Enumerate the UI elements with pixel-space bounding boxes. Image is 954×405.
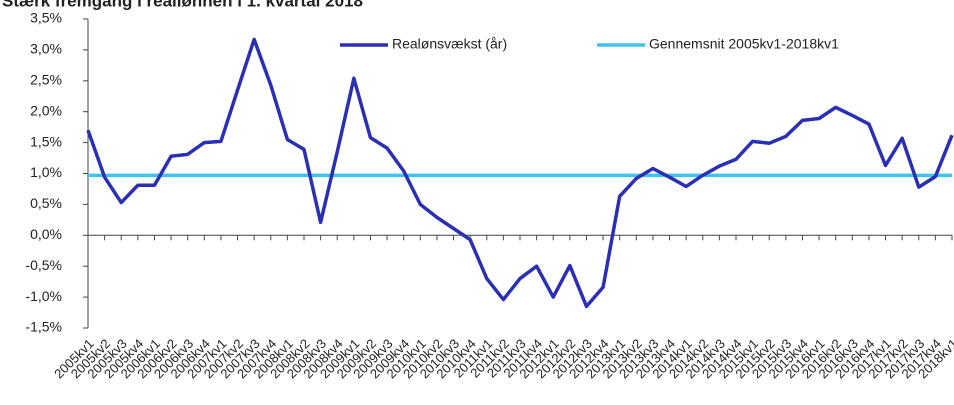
legend-label: Realønsvækst (år) bbox=[392, 36, 507, 52]
y-tick-label: 2,0% bbox=[30, 102, 62, 118]
y-tick-label: 1,5% bbox=[30, 133, 62, 149]
y-tick-label: -0,5% bbox=[25, 257, 62, 273]
y-tick-label: 2,5% bbox=[30, 72, 62, 88]
y-tick-label: 1,0% bbox=[30, 164, 62, 180]
legend-label: Gennemsnit 2005kv1-2018kv1 bbox=[649, 36, 839, 52]
y-tick-label: 0,0% bbox=[30, 226, 62, 242]
y-tick-label: 3,0% bbox=[30, 41, 62, 57]
chart-title: Stærk fremgang i reallønnen i 1. kvartal… bbox=[2, 0, 363, 10]
y-tick-label: 0,5% bbox=[30, 195, 62, 211]
line-series bbox=[86, 37, 954, 309]
y-tick-label: -1,0% bbox=[25, 288, 62, 304]
y-tick-label: 3,5% bbox=[30, 10, 62, 26]
y-tick-label: -1,5% bbox=[25, 319, 62, 335]
